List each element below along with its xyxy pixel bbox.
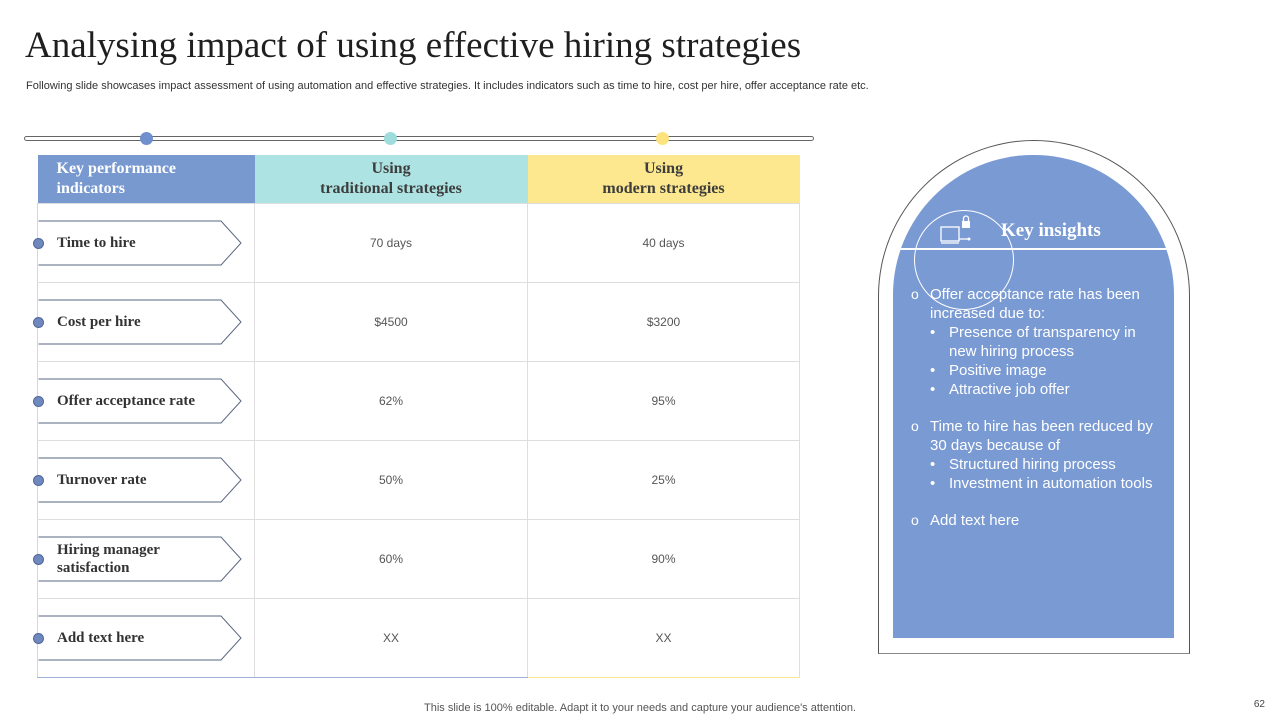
dot-bullet: • xyxy=(930,362,936,379)
traditional-value: $4500 xyxy=(254,282,528,362)
table-row: Add text here XX XX xyxy=(33,598,800,678)
insights-icon-circle xyxy=(914,210,1014,310)
header-modern-line-1: Using xyxy=(643,160,684,177)
dot-bullet: • xyxy=(930,324,936,341)
dot-bullet: • xyxy=(930,381,936,398)
slide-number: 62 xyxy=(1253,699,1265,710)
insight-item: o Offer acceptance rate has been increase… xyxy=(911,285,1166,399)
modern-value: 25% xyxy=(527,440,800,520)
slide-subtitle: Following slide showcases impact assessm… xyxy=(26,80,869,92)
table-row: Time to hire 70 days 40 days xyxy=(33,203,800,283)
insights-title: Key insights xyxy=(1001,220,1101,241)
header-kpi-line-1: Key performance xyxy=(56,160,177,177)
insight-text: Time to hire has been reduced by 30 days… xyxy=(930,418,1153,454)
kpi-bullet-dot xyxy=(33,238,44,249)
insight-item: o Add text here xyxy=(911,511,1166,530)
traditional-value: 50% xyxy=(254,440,528,520)
traditional-value: 70 days xyxy=(254,203,528,283)
table-row: Offer acceptance rate 62% 95% xyxy=(33,361,800,441)
kpi-bullet-dot xyxy=(33,396,44,407)
header-timeline xyxy=(24,131,816,147)
kpi-bullet-dot xyxy=(33,633,44,644)
insight-sub-item: • Attractive job offer xyxy=(930,380,1166,399)
modern-value: $3200 xyxy=(527,282,800,362)
kpi-label: Hiring manager satisfaction xyxy=(57,542,160,576)
kpi-arrow-shape xyxy=(38,220,242,266)
kpi-cell: Hiring manager satisfaction xyxy=(33,519,255,599)
table-row: Cost per hire $4500 $3200 xyxy=(33,282,800,362)
kpi-bullet-dot xyxy=(33,475,44,486)
kpi-table-body: Time to hire 70 days 40 days Cost per hire $… xyxy=(33,203,800,678)
insights-list: o Offer acceptance rate has been increase… xyxy=(911,285,1166,530)
kpi-label: Time to hire xyxy=(57,235,136,251)
header-kpi-line-2: indicators xyxy=(56,180,125,197)
kpi-arrow-shape xyxy=(38,378,242,424)
timeline-dot-modern xyxy=(656,132,669,145)
traditional-value: 62% xyxy=(254,361,528,441)
dot-bullet: • xyxy=(930,456,936,473)
insight-sub-item: • Positive image xyxy=(930,361,1166,380)
header-traditional-line-1: Using xyxy=(371,160,411,177)
kpi-cell: Offer acceptance rate xyxy=(33,361,255,441)
kpi-arrow-shape xyxy=(38,615,242,661)
kpi-cell: Time to hire xyxy=(33,203,255,283)
kpi-arrow-shape xyxy=(38,299,242,345)
kpi-label: Add text here xyxy=(57,630,145,646)
kpi-label: Turnover rate xyxy=(57,472,147,488)
timeline-dot-kpi xyxy=(140,132,153,145)
circle-bullet: o xyxy=(911,418,919,434)
table-row: Turnover rate 50% 25% xyxy=(33,440,800,520)
header-modern: Using modern strategies xyxy=(527,155,800,204)
insight-sub-item: • Investment in automation tools xyxy=(930,474,1166,493)
timeline-line xyxy=(24,136,814,141)
kpi-cell: Cost per hire xyxy=(33,282,255,362)
insight-sub-item: • Presence of transparency in new hiring … xyxy=(930,323,1166,361)
kpi-bullet-dot xyxy=(33,317,44,328)
insight-sub-text: Presence of transparency in new hiring p… xyxy=(949,324,1136,360)
slide-footer: This slide is 100% editable. Adapt it to… xyxy=(424,702,856,714)
modern-value: 95% xyxy=(527,361,800,441)
kpi-cell: Add text here xyxy=(33,598,255,678)
header-modern-line-2: modern strategies xyxy=(602,180,725,197)
dot-bullet: • xyxy=(930,475,936,492)
insight-sub-text: Investment in automation tools xyxy=(949,475,1153,492)
table-row: Hiring manager satisfaction 60% 90% xyxy=(33,519,800,599)
kpi-comparison-table: Key performance indicators Using traditi… xyxy=(33,155,800,678)
modern-value: 40 days xyxy=(527,203,800,283)
insights-divider xyxy=(893,248,1174,250)
traditional-value: XX xyxy=(254,598,528,678)
insight-sub-text: Attractive job offer xyxy=(949,381,1070,398)
insight-sub-item: • Structured hiring process xyxy=(930,455,1166,474)
modern-value: 90% xyxy=(527,519,800,599)
modern-value: XX xyxy=(527,598,800,678)
kpi-cell: Turnover rate xyxy=(33,440,255,520)
kpi-bullet-dot xyxy=(33,554,44,565)
circle-bullet: o xyxy=(911,286,919,302)
header-kpi: Key performance indicators xyxy=(37,155,255,204)
pen-lock-icon xyxy=(940,215,971,244)
timeline-dot-traditional xyxy=(384,132,397,145)
insight-text: Offer acceptance rate has been increased… xyxy=(930,286,1140,322)
insight-item: o Time to hire has been reduced by 30 day… xyxy=(911,417,1166,493)
insight-sub-text: Positive image xyxy=(949,362,1047,379)
insight-sub-text: Structured hiring process xyxy=(949,456,1116,473)
slide-title: Analysing impact of using effective hiri… xyxy=(25,25,802,66)
kpi-label: Cost per hire xyxy=(57,314,141,330)
kpi-label: Offer acceptance rate xyxy=(57,393,195,409)
insights-panel: Key insights o Offer acceptance rate has … xyxy=(893,155,1174,638)
kpi-arrow-shape xyxy=(38,536,242,582)
header-traditional: Using traditional strategies xyxy=(254,155,528,204)
circle-bullet: o xyxy=(911,512,919,528)
kpi-arrow-shape xyxy=(38,457,242,503)
traditional-value: 60% xyxy=(254,519,528,599)
insight-text: Add text here xyxy=(930,512,1020,529)
header-traditional-line-2: traditional strategies xyxy=(320,180,462,197)
